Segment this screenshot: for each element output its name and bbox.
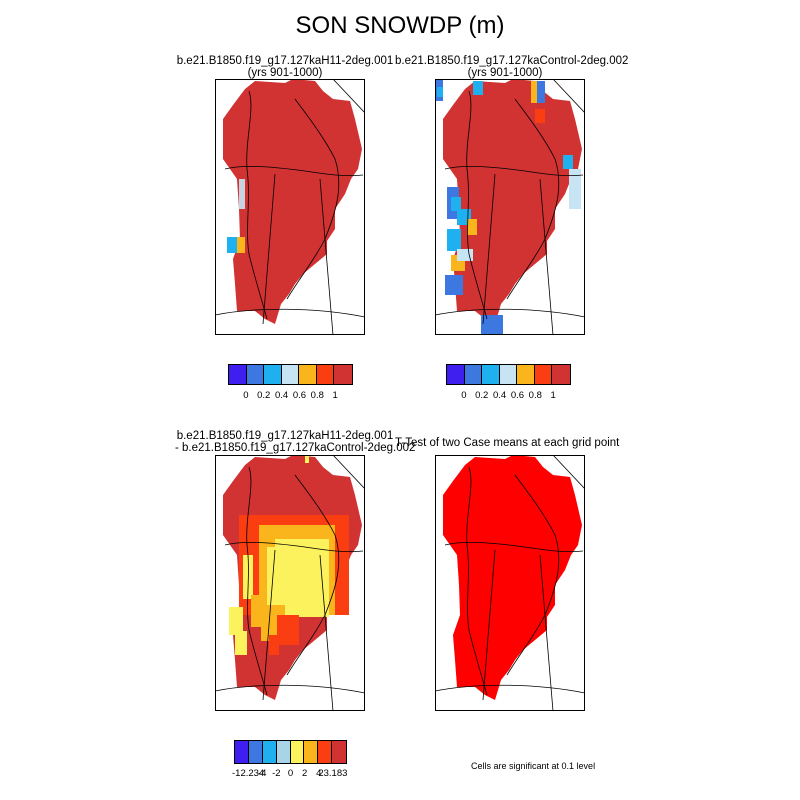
colorbar-swatch [332,741,346,763]
colorbar-swatch [447,365,465,384]
colorbar-tick-label: 4 [316,768,322,779]
panel-3-map [215,455,365,711]
colorbar-swatch [235,741,249,763]
colorbar-swatch [304,741,319,763]
colorbar-tick-label: 0.6 [510,390,525,401]
panel-3-title-line2: - b.e21.B1850.f19_g17.127kaControl-2deg.… [175,442,416,454]
colorbar-swatch [534,365,553,384]
colorbar-swatch [334,365,352,384]
colorbar-tick-label: 0.2 [475,390,489,401]
panel-1-title-line2: (yrs 901-1000) [247,67,323,79]
panel-3-title-line1: b.e21.B1850.f19_g17.127kaH11-2deg.001 [176,430,394,442]
colorbar-swatch [229,365,247,384]
colorbar-swatch [316,365,335,384]
panel-3-colorbar [234,740,347,764]
panel-2-title-line1: b.e21.B1850.f19_g17.127kaControl-2deg.00… [395,55,629,67]
colorbar-tick-label: 0.4 [274,390,289,401]
colorbar-tick-label: -2 [272,768,281,779]
colorbar-swatch [318,741,333,763]
panel-1-title: b.e21.B1850.f19_g17.127kaH11-2deg.001 (y… [175,55,395,79]
panel-1-colorbar [228,364,353,385]
colorbar-swatch [264,365,282,384]
colorbar-swatch [464,365,483,384]
colorbar-tick-label: 0.2 [257,390,271,401]
panel-2-colorbar-labels: 0 0.2 0.4 0.6 0.8 1 [446,390,571,404]
colorbar-swatch [262,741,277,763]
figure-title: SON SNOWDP (m) [295,12,505,39]
panel-2-title-line2: (yrs 901-1000) [467,67,543,79]
colorbar-tick-label: 0.8 [528,390,542,401]
colorbar-swatch [552,365,570,384]
colorbar-tick-label: 1 [332,390,338,401]
colorbar-tick-label: 0.6 [292,390,307,401]
colorbar-swatch [290,741,305,763]
colorbar-tick-label: 1 [550,390,556,401]
panel-2-colorbar [446,364,571,385]
colorbar-tick-label: 0.8 [310,390,324,401]
panel-4-title: T-Test of two Case means at each grid po… [395,437,620,449]
colorbar-swatch [299,365,317,384]
panel-1-title-line1: b.e21.B1850.f19_g17.127kaH11-2deg.001 [176,55,394,67]
colorbar-swatch [517,365,535,384]
colorbar-tick-label: 2 [301,768,308,779]
panel-4-map [435,455,585,711]
colorbar-tick-label: -4 [258,768,267,779]
colorbar-tick-label: -12.234 [232,768,265,779]
colorbar-tick-label: 0 [461,390,467,401]
panel-4-title-line1: T-Test of two Case means at each grid po… [395,437,620,449]
colorbar-swatch [248,741,263,763]
panel-3-title: b.e21.B1850.f19_g17.127kaH11-2deg.001 - … [175,430,416,454]
colorbar-tick-label: 0 [243,390,249,401]
colorbar-tick-label: 23.183 [318,768,348,779]
colorbar-swatch [276,741,291,763]
panel-2-map [435,79,585,335]
panel-1-colorbar-labels: 0 0.2 0.4 0.6 0.8 1 [228,390,353,404]
colorbar-swatch [482,365,500,384]
panel-2-title: b.e21.B1850.f19_g17.127kaControl-2deg.00… [395,55,629,79]
significance-note: Cells are significant at 0.1 level [471,761,596,771]
colorbar-tick-label: 0.4 [492,390,507,401]
colorbar-swatch [499,365,518,384]
panel-3-colorbar-labels: -12.234 -4 -2 0 2 4 23.183 [232,768,348,782]
colorbar-swatch [281,365,300,384]
colorbar-swatch [246,365,265,384]
panel-1-map [215,79,365,335]
colorbar-tick-label: 0 [287,768,294,779]
